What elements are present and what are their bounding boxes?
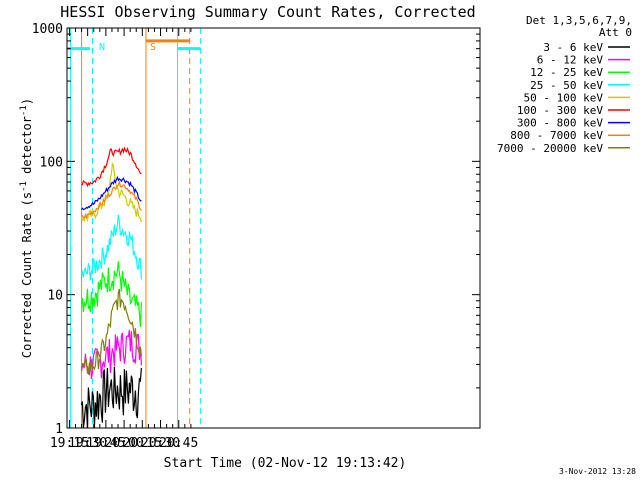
series-line-0 [80,366,142,429]
flag-label-s: S [150,42,156,53]
y-axis: 1 10 100 1000 [32,22,480,437]
series-line-1 [80,329,142,379]
y-tick-label: 100 [40,155,63,170]
y-axis-label-sup1: -1 [19,181,29,192]
series-line-3 [80,214,142,281]
legend-label-4: 50 - 100 keV [524,91,604,104]
y-tick-label: 10 [47,289,63,304]
y-tick-label: 1000 [32,22,63,37]
x-tick-label: 20:15 [123,436,162,451]
legend-label-5: 100 - 300 keV [517,104,603,117]
x-axis-label: Start Time (02-Nov-12 19:13:42) [164,456,407,471]
y-tick-label: 1 [55,422,63,437]
timestamp-footer: 3-Nov-2012 13:28 [559,467,636,476]
x-tick-label: 20:30 [141,436,180,451]
plot-frame [66,27,481,429]
x-tick-label: 19:30 [68,436,107,451]
series-line-6 [80,175,142,211]
y-axis-label: Corrected Count Rate (s-1 detector-1) [19,98,34,358]
flag-label-n: N [99,42,105,53]
legend-label-2: 12 - 25 keV [530,66,603,79]
series-line-2 [80,261,142,327]
y-axis-label-end: ) [20,98,34,105]
legend-label-1: 6 - 12 keV [537,54,604,67]
series-line-5 [81,146,142,188]
series-line-4 [80,161,142,223]
chart-title: HESSI Observing Summary Count Rates, Cor… [60,3,475,21]
legend-header-line-2: Att 0 [599,26,632,39]
x-tick-label: 19:45 [86,436,125,451]
y-axis-label-main: Corrected Count Rate (s [20,192,34,358]
x-tick-label: 19:15 [50,436,89,451]
legend-label-6: 300 - 800 keV [517,117,603,130]
legend-label-8: 7000 - 20000 keV [497,142,603,155]
x-tick-label: 20:45 [159,436,198,451]
legend-label-0: 3 - 6 keV [543,41,603,54]
legend-label-3: 25 - 50 keV [530,79,603,92]
y-axis-label-sup2: -1 [19,105,29,116]
series-line-8 [80,288,142,376]
y-axis-label-mid: detector [20,116,34,181]
legend-label-7: 800 - 7000 keV [510,129,603,142]
x-tick-label: 20:00 [105,436,144,451]
legend-header-line-1: Det 1,3,5,6,7,9, [526,14,632,27]
series-line-7 [81,179,142,220]
